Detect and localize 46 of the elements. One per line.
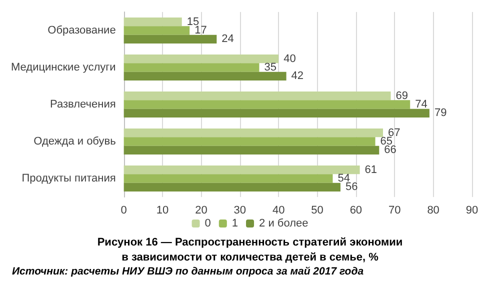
x-tick-label: 50: [311, 204, 324, 216]
data-label: 17: [194, 24, 207, 36]
bar: [124, 92, 391, 100]
bar: [124, 54, 279, 64]
legend-label: 1: [232, 218, 238, 230]
y-tick-label: Развлечения: [50, 98, 116, 110]
data-label: 74: [415, 98, 428, 110]
bar: [124, 63, 260, 72]
x-tick-label: 60: [350, 204, 362, 216]
y-tick-label: Образование: [48, 24, 116, 36]
bar: [124, 100, 410, 109]
x-tick-label: 0: [120, 204, 127, 216]
x-tick-label: 30: [234, 204, 246, 216]
y-tick-label: Одежда и обувь: [34, 136, 116, 148]
y-tick-label: Продукты питания: [22, 172, 116, 184]
bar: [124, 174, 333, 183]
data-label: 79: [434, 107, 447, 120]
x-tick-label: 40: [272, 204, 285, 216]
bar: [124, 128, 384, 138]
y-tick-label: Медицинские услуги: [11, 62, 116, 74]
bar: [124, 34, 217, 44]
bar: [124, 146, 380, 154]
bar: [124, 26, 190, 35]
data-label: 40: [284, 52, 296, 65]
data-label: 35: [264, 62, 276, 74]
bar: [124, 182, 340, 192]
data-label: 69: [396, 90, 408, 102]
bar: [124, 137, 376, 146]
bar: [124, 108, 430, 118]
x-tick-label: 10: [156, 204, 169, 216]
data-label: 56: [345, 181, 358, 194]
x-tick-label: 80: [427, 204, 440, 216]
x-tick-label: 90: [466, 204, 478, 216]
text: Рисунок 16 — Распространенность стратегий экономии в зависимости от количества детей в семье, %: [97, 236, 403, 264]
x-tick-label: 70: [388, 204, 401, 216]
bar: [124, 18, 182, 26]
bar: [124, 166, 360, 174]
bar: [124, 72, 286, 80]
data-label: 61: [364, 164, 378, 176]
x-tick-label: 20: [195, 204, 208, 216]
legend-label: 2 и более: [259, 218, 308, 230]
data-label: 66: [384, 144, 396, 156]
legend-label: 0: [204, 218, 211, 230]
text: Источник: расчеты НИУ ВШЭ по данным опроса за май 2017 года: [12, 266, 364, 278]
data-label: 24: [222, 33, 234, 46]
data-label: 42: [291, 70, 304, 82]
